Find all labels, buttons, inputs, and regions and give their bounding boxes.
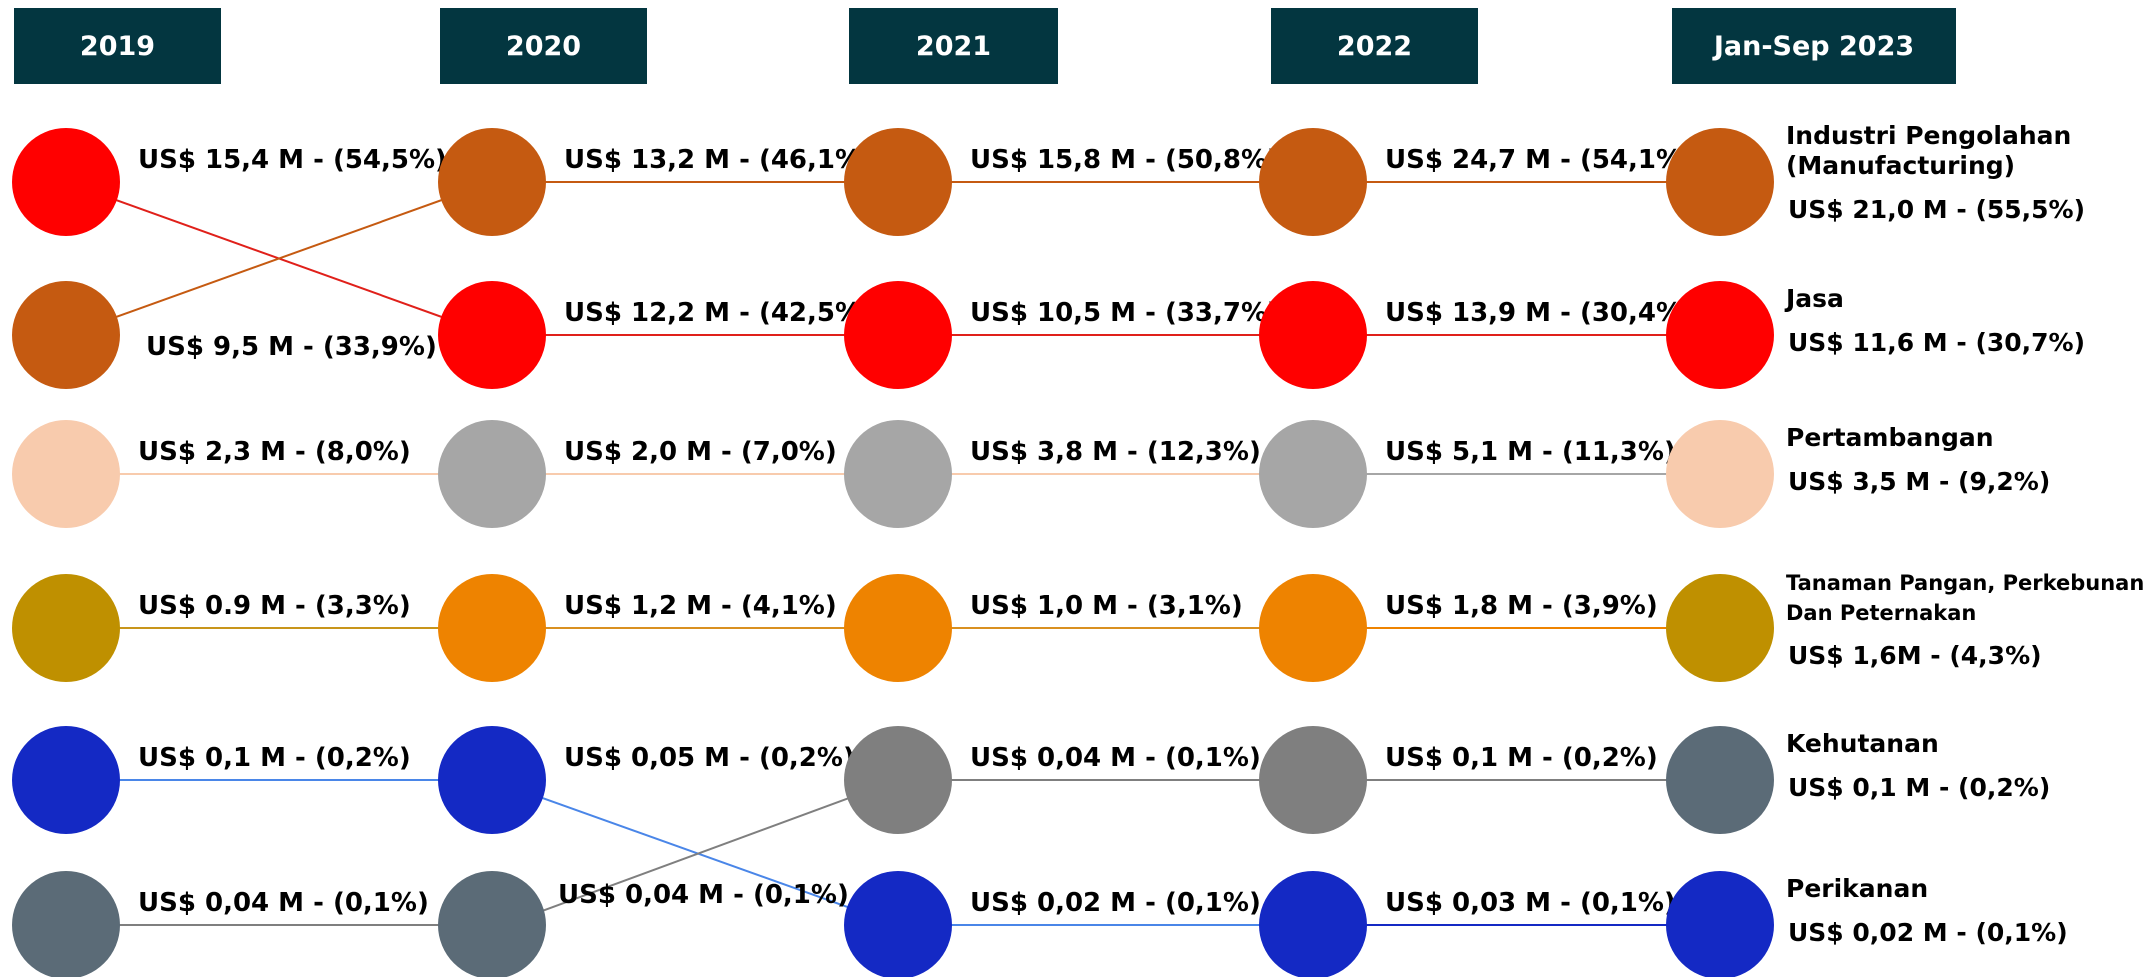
node [1259,128,1367,236]
value-label: US$ 0,04 M - (0,1%) [558,880,849,910]
value-label: US$ 0,1 M - (0,2%) [1788,773,2050,802]
value-label: US$ 0,02 M - (0,1%) [1788,918,2068,947]
header: 2020 [506,31,581,62]
value-label: US$ 0,05 M - (0,2%) [564,743,855,773]
value-label: US$ 5,1 M - (11,3%) [1385,437,1676,467]
link [491,779,899,926]
value-label: US$ 0,04 M - (0,1%) [138,888,429,918]
value-label: US$ 0,02 M - (0,1%) [970,888,1261,918]
node [12,420,120,528]
node [438,281,546,389]
node [1259,871,1367,977]
value-label: US$ 1,8 M - (3,9%) [1385,591,1658,621]
node [844,281,952,389]
value-label: US$ 1,2 M - (4,1%) [564,591,837,621]
header-box [1672,8,1956,84]
node [438,128,546,236]
node [12,281,120,389]
node [1666,128,1774,236]
node [438,726,546,834]
node [844,726,952,834]
node [12,128,120,236]
header: 2022 [1337,31,1412,62]
sector-name: Tanaman Pangan, Perkebunan [1786,571,2144,595]
value-label: US$ 24,7 M - (54,1%) [1385,145,1694,175]
node [1259,574,1367,682]
value-label: US$ 1,0 M - (3,1%) [970,591,1243,621]
link [65,181,493,336]
sector-name: Jasa [1784,284,1844,313]
value-label: US$ 0.9 M - (3,3%) [138,591,411,621]
node [438,574,546,682]
value-label: US$ 13,2 M - (46,1%) [564,145,873,175]
value-label: US$ 21,0 M - (55,5%) [1788,195,2085,224]
header: Jan-Sep 2023 [1712,31,1914,62]
header-box [1271,8,1478,84]
node [1259,726,1367,834]
node [12,871,120,977]
sector-name: (Manufacturing) [1786,151,2015,180]
value-label: US$ 11,6 M - (30,7%) [1788,328,2085,357]
node [1666,420,1774,528]
node [844,420,952,528]
header: 2021 [916,31,991,62]
node [1259,281,1367,389]
link [503,779,899,926]
node [844,574,952,682]
node [1666,871,1774,977]
value-label: US$ 15,8 M - (50,8%) [970,145,1279,175]
value-label: US$ 3,5 M - (9,2%) [1788,467,2050,496]
node [844,128,952,236]
value-label: US$ 13,9 M - (30,4%) [1385,298,1694,328]
node [12,574,120,682]
sector-name: Dan Peternakan [1786,601,1976,625]
header-box [14,8,221,84]
sector-name: Industri Pengolahan [1786,121,2071,150]
node [1666,281,1774,389]
node [844,871,952,977]
node [438,871,546,977]
value-label: US$ 1,6M - (4,3%) [1788,641,2042,670]
value-label: US$ 12,2 M - (42,5%) [564,298,873,328]
node [1259,420,1367,528]
node [1666,574,1774,682]
header: 2019 [80,31,155,62]
node [12,726,120,834]
value-label: US$ 15,4 M - (54,5%) [138,145,447,175]
value-label: US$ 10,5 M - (33,7%) [970,298,1279,328]
value-label: US$ 0,1 M - (0,2%) [1385,743,1658,773]
sector-name: Perikanan [1786,874,1928,903]
node [438,420,546,528]
value-label: US$ 3,8 M - (12,3%) [970,437,1261,467]
value-label: US$ 0,03 M - (0,1%) [1385,888,1676,918]
value-label: US$ 2,0 M - (7,0%) [564,437,837,467]
header-box [440,8,647,84]
value-label: US$ 9,5 M - (33,9%) [146,332,437,362]
sector-name: Kehutanan [1786,729,1939,758]
node [1666,726,1774,834]
value-label: US$ 2,3 M - (8,0%) [138,437,411,467]
value-label: US$ 0,1 M - (0,2%) [138,743,411,773]
header-box [849,8,1058,84]
value-label: US$ 0,04 M - (0,1%) [970,743,1261,773]
sector-name: Pertambangan [1786,423,1994,452]
